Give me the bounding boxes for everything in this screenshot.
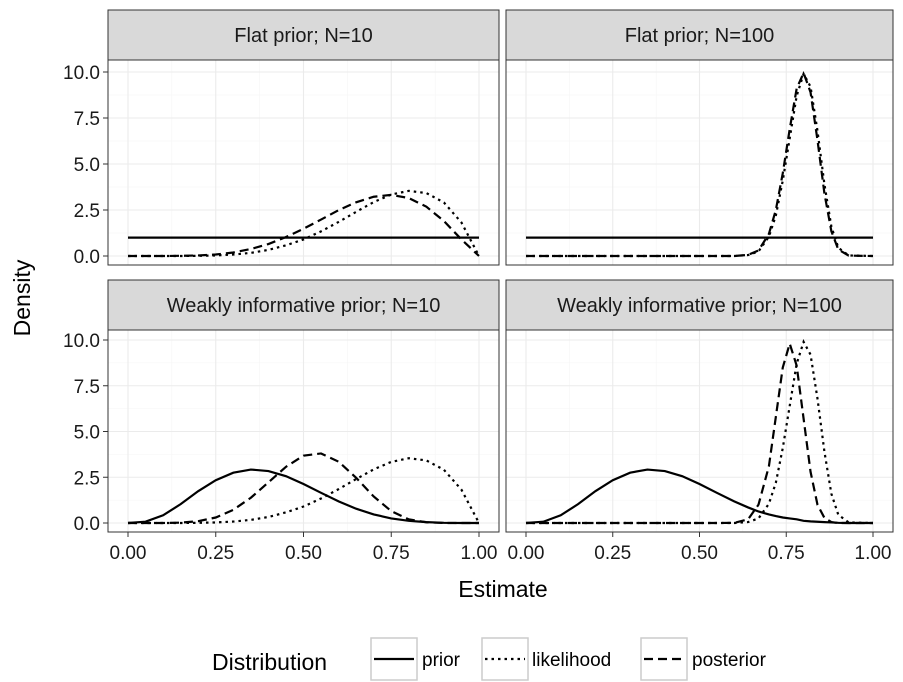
panel-curves bbox=[526, 69, 874, 258]
series-line-prior bbox=[525, 468, 873, 525]
x-tick-label: 0.50 bbox=[681, 543, 718, 564]
panel-title: Weakly informative prior; N=100 bbox=[557, 295, 842, 317]
panel-strip bbox=[505, 9, 894, 61]
legend: Distribution prior likelihood posterior bbox=[212, 637, 767, 681]
series-line-posterior bbox=[128, 452, 479, 525]
legend-label-posterior: posterior bbox=[692, 650, 767, 671]
y-tick-label: 5.0 bbox=[74, 423, 100, 444]
panel-title: Weakly informative prior; N=10 bbox=[167, 295, 441, 317]
y-axis-top: 0.0 2.5 5.0 7.5 10.0 bbox=[63, 63, 108, 268]
y-tick-label: 10.0 bbox=[63, 331, 100, 352]
panel-strip bbox=[505, 279, 894, 331]
x-tick-label: 1.00 bbox=[855, 543, 892, 564]
panel-strip bbox=[107, 279, 500, 331]
x-tick-label: 0.00 bbox=[110, 543, 147, 564]
panel-weak-prior-n100: Weakly informative prior; N=100 bbox=[505, 279, 894, 533]
panel-grid bbox=[506, 60, 893, 265]
y-tick-label: 5.0 bbox=[74, 155, 100, 176]
series-line-posterior bbox=[128, 193, 480, 258]
y-tick-label: 7.5 bbox=[74, 109, 100, 130]
panel-title: Flat prior; N=100 bbox=[625, 25, 775, 47]
x-tick-label: 0.50 bbox=[285, 543, 322, 564]
y-tick-label: 10.0 bbox=[63, 63, 100, 84]
y-axis-title: Density bbox=[9, 259, 35, 336]
y-axis-bottom: 0.0 2.5 5.0 7.5 10.0 bbox=[63, 331, 108, 535]
panel-strip bbox=[107, 9, 500, 61]
x-axis-title: Estimate bbox=[458, 576, 547, 602]
panel-title: Flat prior; N=10 bbox=[234, 25, 372, 47]
x-tick-label: 0.00 bbox=[508, 543, 545, 564]
y-tick-label: 7.5 bbox=[74, 377, 100, 398]
panel-curves bbox=[525, 339, 874, 525]
legend-item-likelihood: likelihood bbox=[481, 637, 611, 681]
x-axis-left: 0.00 0.25 0.50 0.75 1.00 bbox=[110, 532, 498, 564]
y-tick-label: 0.0 bbox=[74, 247, 100, 268]
legend-title: Distribution bbox=[212, 649, 327, 675]
x-tick-label: 0.25 bbox=[197, 543, 234, 564]
legend-label-prior: prior bbox=[422, 650, 461, 671]
x-tick-label: 0.75 bbox=[768, 543, 805, 564]
panel-curves bbox=[128, 189, 480, 258]
y-tick-label: 2.5 bbox=[74, 468, 100, 489]
x-tick-label: 1.00 bbox=[461, 543, 498, 564]
panel-weak-prior-n10: Weakly informative prior; N=10 bbox=[107, 279, 500, 533]
series-line-posterior bbox=[526, 339, 873, 525]
panel-curves bbox=[127, 452, 480, 525]
legend-item-posterior: posterior bbox=[640, 637, 767, 681]
x-axis-right: 0.00 0.25 0.50 0.75 1.00 bbox=[508, 532, 892, 564]
legend-item-prior: prior bbox=[370, 637, 461, 681]
panel-flat-prior-n10: Flat prior; N=10 bbox=[107, 9, 500, 266]
x-tick-label: 0.25 bbox=[594, 543, 631, 564]
y-tick-label: 0.0 bbox=[74, 514, 100, 535]
series-line-posterior bbox=[526, 69, 874, 258]
x-tick-label: 0.75 bbox=[373, 543, 410, 564]
panel-flat-prior-n100: Flat prior; N=100 bbox=[505, 9, 894, 266]
legend-label-likelihood: likelihood bbox=[532, 650, 611, 671]
y-tick-label: 2.5 bbox=[74, 201, 100, 222]
